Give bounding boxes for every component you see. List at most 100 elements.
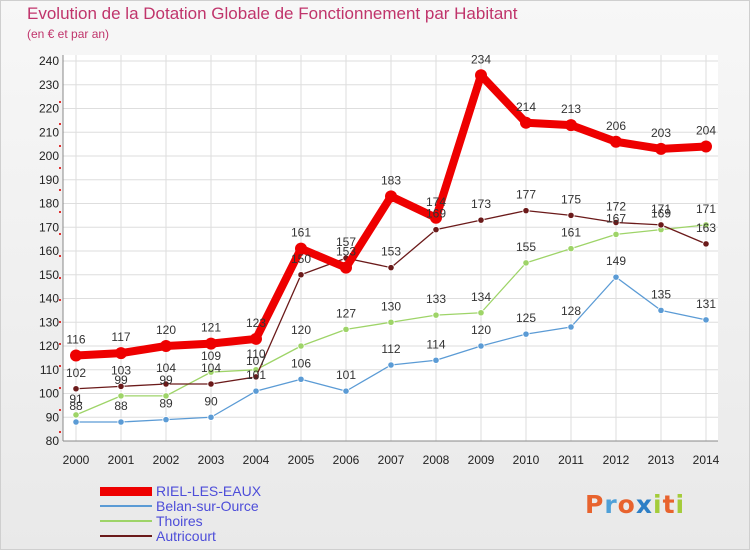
x-tick-label: 2009 (468, 453, 495, 467)
data-label: 88 (114, 399, 128, 413)
data-label: 99 (114, 373, 128, 387)
data-point (522, 330, 530, 338)
data-label: 169 (651, 207, 671, 221)
data-label: 177 (516, 188, 536, 202)
data-label: 104 (201, 361, 221, 375)
logo-letter: i (653, 490, 663, 519)
logo-letter: x (635, 490, 653, 519)
x-tick-label: 2012 (603, 453, 630, 467)
data-label: 89 (159, 397, 173, 411)
data-label: 99 (159, 373, 173, 387)
y-tick-label: 150 (39, 268, 59, 282)
x-tick-label: 2008 (423, 453, 450, 467)
data-label: 169 (426, 207, 446, 221)
x-tick-label: 2011 (558, 453, 584, 467)
data-label: 213 (561, 102, 581, 116)
data-point (117, 418, 125, 426)
data-point (567, 245, 575, 253)
data-label: 112 (381, 342, 400, 356)
data-label: 171 (651, 202, 671, 216)
data-point (252, 373, 260, 381)
data-point (342, 325, 350, 333)
data-label: 157 (336, 235, 356, 249)
data-point (475, 69, 487, 82)
data-point (700, 140, 712, 153)
data-label: 174 (426, 195, 446, 209)
x-tick-label: 2006 (333, 453, 360, 467)
data-point (295, 242, 307, 255)
data-point (70, 349, 82, 362)
data-point (162, 392, 170, 400)
data-point (207, 368, 215, 376)
data-label: 117 (111, 330, 130, 344)
data-label: 133 (426, 292, 446, 306)
data-label: 161 (291, 226, 311, 240)
x-tick-label: 2014 (693, 453, 720, 467)
data-label: 104 (156, 361, 176, 375)
data-point (477, 342, 485, 350)
x-tick-label: 2013 (648, 453, 675, 467)
legend-swatch (100, 486, 152, 496)
data-point (432, 356, 440, 364)
data-label: 234 (471, 52, 491, 66)
data-label: 91 (69, 392, 83, 406)
data-point (207, 380, 215, 388)
data-point (340, 261, 352, 274)
x-tick-label: 2001 (108, 453, 135, 467)
data-point (297, 342, 305, 350)
legend-label: Thoires (156, 513, 203, 529)
data-label: 107 (246, 354, 266, 368)
data-point (432, 226, 440, 234)
data-label: 101 (336, 368, 356, 382)
y-tick-label: 210 (39, 125, 59, 139)
data-label: 203 (651, 126, 671, 140)
logo-letter: o (617, 490, 636, 519)
proxiti-logo: Proxiti (585, 490, 685, 519)
data-label: 134 (471, 290, 491, 304)
data-label: 123 (246, 316, 266, 330)
logo-letter: r (604, 490, 618, 519)
data-point (342, 387, 350, 395)
logo-letter: P (585, 490, 605, 519)
data-label: 167 (606, 211, 626, 225)
data-point (252, 387, 260, 395)
data-point (520, 116, 532, 129)
legend-swatch (100, 535, 152, 537)
data-point (387, 361, 395, 369)
data-label: 120 (291, 323, 311, 337)
y-tick-label: 220 (39, 102, 59, 116)
y-tick-label: 200 (39, 149, 59, 163)
data-point (207, 413, 215, 421)
y-tick-label: 100 (39, 387, 59, 401)
data-label: 153 (336, 245, 356, 259)
data-label: 116 (66, 333, 85, 347)
data-point (612, 230, 620, 238)
data-label: 135 (651, 287, 671, 301)
data-point (205, 337, 217, 350)
data-label: 120 (156, 323, 176, 337)
data-label: 125 (516, 311, 536, 325)
data-point (522, 207, 530, 215)
data-point (567, 211, 575, 219)
data-label: 102 (66, 366, 86, 380)
data-point (657, 221, 665, 229)
data-point (567, 323, 575, 331)
x-tick-label: 2010 (513, 453, 540, 467)
data-label: 130 (381, 299, 401, 313)
data-label: 153 (381, 245, 401, 259)
legend-label: Belan-sur-Ource (156, 498, 259, 514)
data-label: 155 (516, 240, 536, 254)
data-point (117, 382, 125, 390)
data-point (250, 332, 262, 345)
data-point (162, 380, 170, 388)
logo-letter: t (662, 490, 676, 519)
data-label: 90 (204, 394, 218, 408)
data-point (702, 316, 710, 324)
data-point (162, 416, 170, 424)
data-label: 175 (561, 192, 581, 206)
x-tick-label: 2007 (378, 453, 405, 467)
y-tick-label: 160 (39, 244, 59, 258)
data-label: 172 (606, 200, 626, 214)
data-point (655, 142, 667, 155)
